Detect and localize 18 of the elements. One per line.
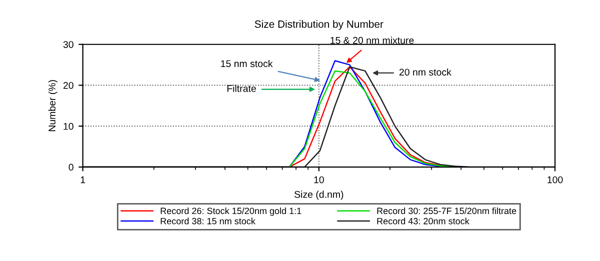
x-tick-label: 10 — [314, 176, 324, 184]
y-tick-label: 30 — [63, 41, 74, 48]
x-axis-title: Size (d.nm) — [294, 190, 344, 200]
y-tick-label: 10 — [64, 122, 74, 130]
chart-title: Size Distribution by Number — [254, 20, 384, 30]
legend-label: Record 30: 255-7F 15/20nm filtrate — [377, 207, 516, 214]
annotation: 15 & 20 nm mixture — [330, 36, 414, 44]
annotation: 20 nm stock — [399, 68, 452, 76]
x-tick-label: 100 — [548, 176, 563, 184]
annotation: 15 nm stock — [221, 60, 273, 68]
annotation: Filtrate — [227, 84, 256, 92]
y-tick-label: 20 — [63, 82, 74, 89]
legend-label: Record 38: 15 nm stock — [160, 218, 256, 224]
legend-label: Record 43: 20nm stock — [377, 218, 470, 224]
y-axis-title: Number (%) — [48, 80, 58, 132]
legend-label: Record 26: Stock 15/20nm gold 1:1 — [160, 207, 302, 216]
x-tick-label: 1 — [80, 176, 86, 184]
y-tick-label: 0 — [68, 164, 74, 171]
